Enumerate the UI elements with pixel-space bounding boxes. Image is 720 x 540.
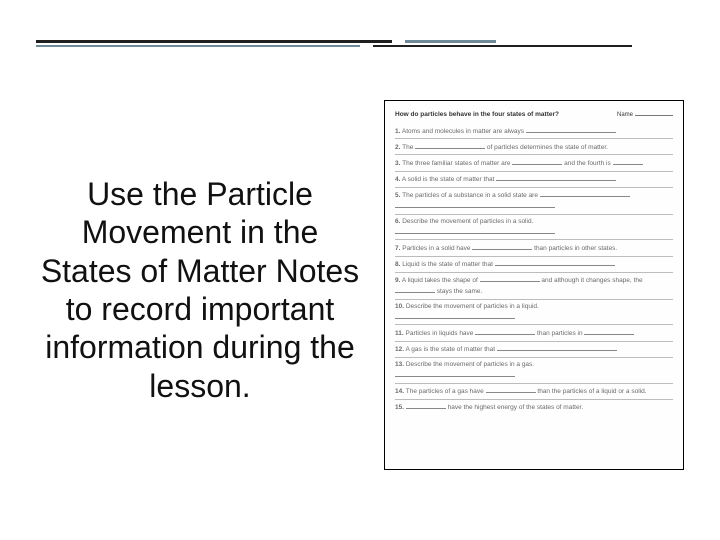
worksheet-item: 8. Liquid is the state of matter that [395,257,673,273]
worksheet-item: 3. The three familiar states of matter a… [395,155,673,171]
worksheet-item: 1. Atoms and molecules in matter are alw… [395,123,673,139]
worksheet-item: 4. A solid is the state of matter that [395,172,673,188]
worksheet-title: How do particles behave in the four stat… [395,111,559,119]
instruction-text-wrap: Use the Particle Movement in the States … [36,100,364,480]
worksheet-thumbnail: How do particles behave in the four stat… [384,100,684,470]
worksheet-items: 1. Atoms and molecules in matter are alw… [395,123,673,415]
slide-body: Use the Particle Movement in the States … [36,100,684,480]
worksheet-item: 7. Particles in a solid have than partic… [395,240,673,256]
worksheet-item: 13. Describe the movement of particles i… [395,358,673,384]
worksheet-item: 9. A liquid takes the shape of and altho… [395,273,673,300]
worksheet-item: 12. A gas is the state of matter that [395,342,673,358]
worksheet-item: 14. The particles of a gas have than the… [395,384,673,400]
worksheet-thumbnail-wrap: How do particles behave in the four stat… [384,100,684,480]
worksheet-item: 5. The particles of a substance in a sol… [395,188,673,215]
decorative-rule [36,40,684,46]
worksheet-item: 10. Describe the movement of particles i… [395,300,673,326]
worksheet-name-label: Name [617,112,633,119]
worksheet-item: 2. The of particles determines the state… [395,139,673,155]
worksheet-item: 15. have the highest energy of the state… [395,400,673,415]
instruction-text: Use the Particle Movement in the States … [40,175,360,405]
worksheet-item: 6. Describe the movement of particles in… [395,215,673,241]
worksheet-header: How do particles behave in the four stat… [395,111,673,119]
worksheet-name-field: Name [617,112,673,119]
worksheet-item: 11. Particles in liquids have than parti… [395,325,673,341]
